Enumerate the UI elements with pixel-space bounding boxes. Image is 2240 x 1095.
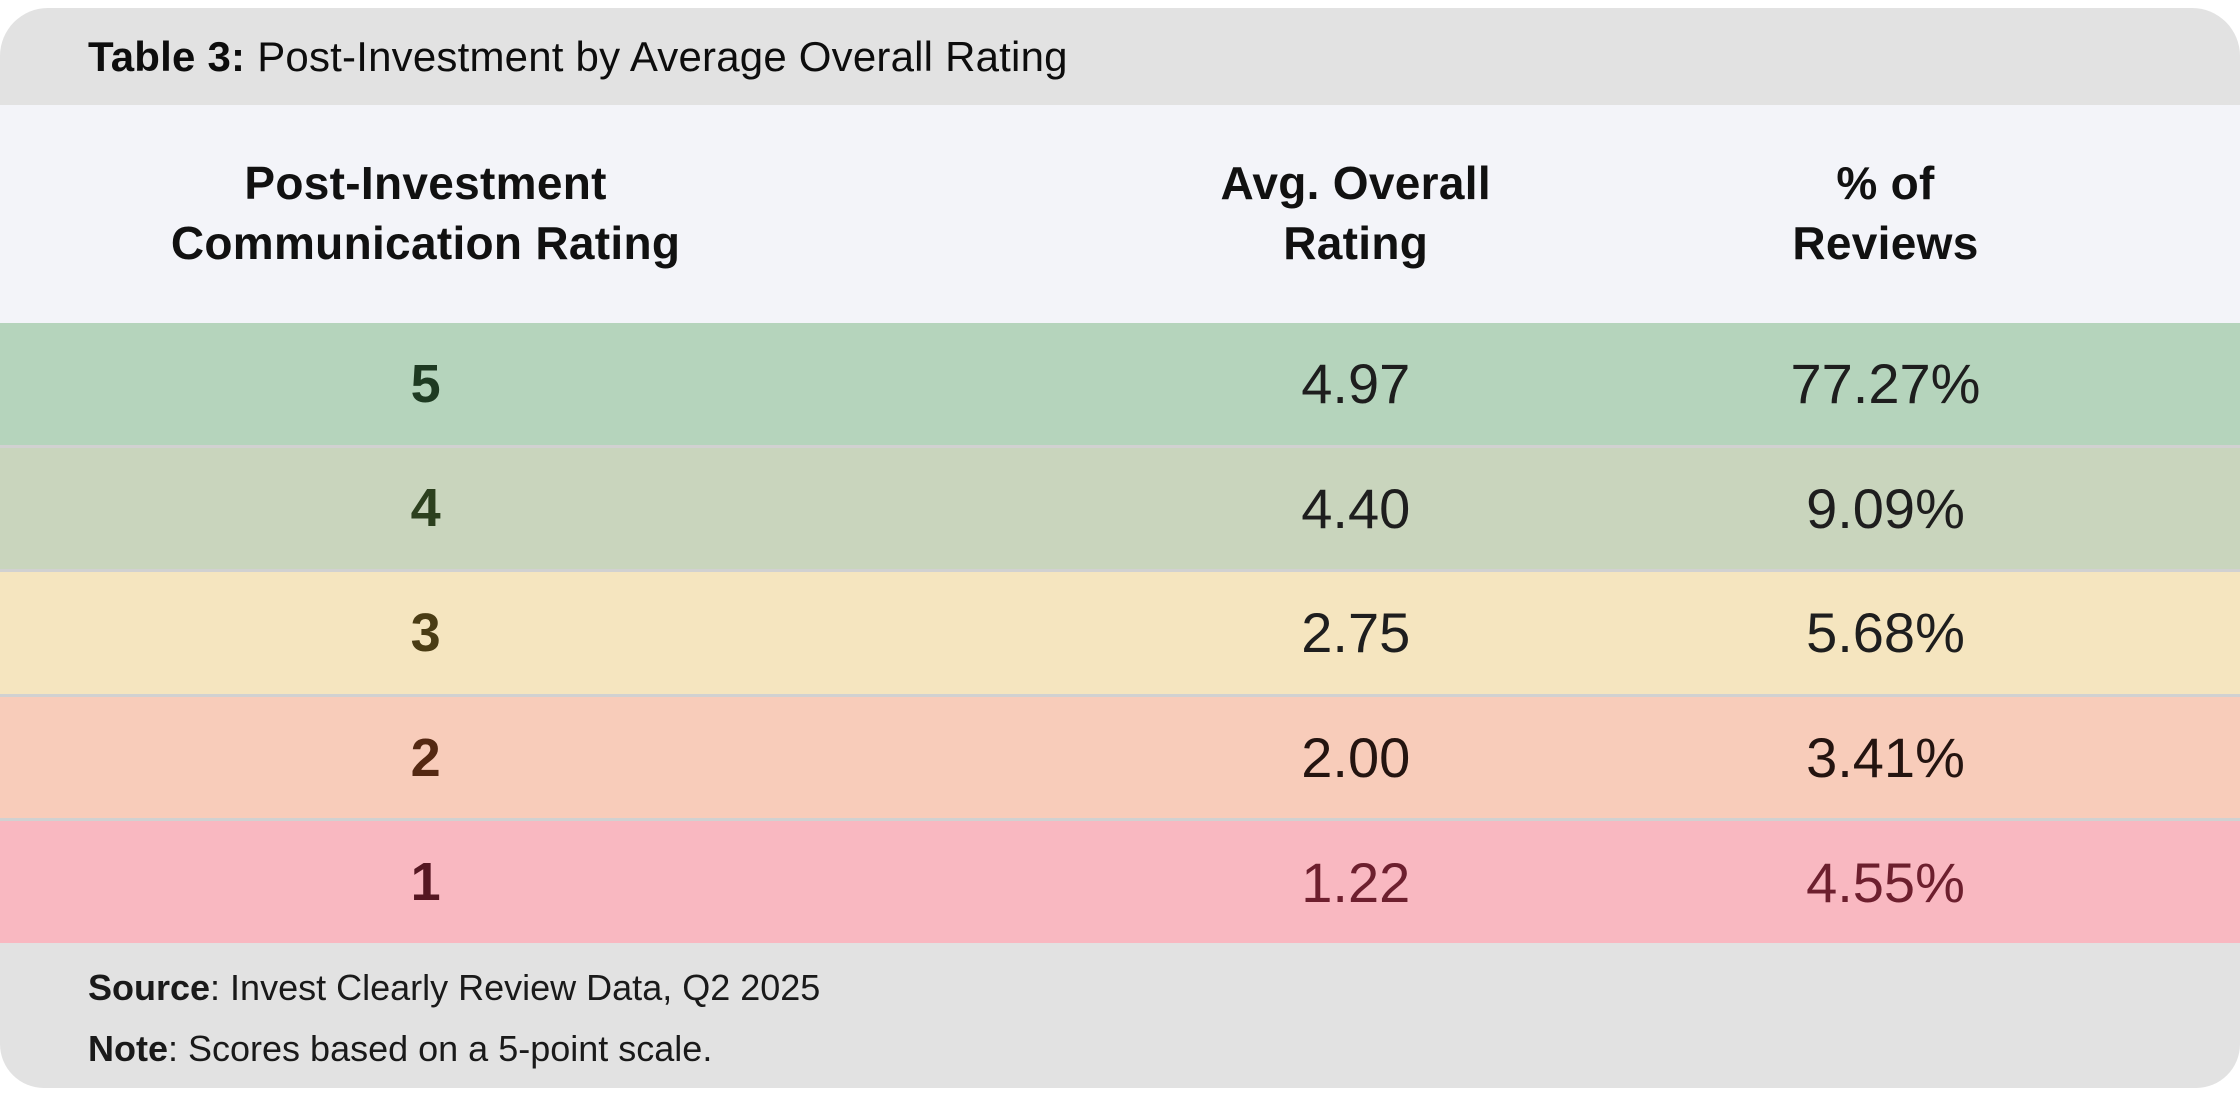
rating-cell: 1 [410, 852, 441, 913]
table-title-bar: Table 3: Post-Investment by Average Over… [0, 8, 2240, 105]
header-line: Reviews [1792, 217, 1979, 269]
table-row-rating-2: 2 2.00 3.41% [0, 693, 2240, 819]
note-label: Note [88, 1027, 168, 1069]
pct-of-reviews-cell: 9.09% [1806, 476, 1965, 540]
rating-cell: 2 [410, 727, 441, 788]
table-row-rating-1: 1 1.22 4.55% [0, 818, 2240, 943]
avg-overall-rating-cell: 2.75 [1301, 601, 1411, 665]
table-body: 5 4.97 77.27% 4 4.40 9.09% 3 2.75 5.68% … [0, 323, 2240, 943]
pct-of-reviews-cell: 5.68% [1806, 601, 1965, 665]
table-header-row: Post-Investment Communication Rating Avg… [0, 105, 2240, 323]
note-line: Note: Scores based on a 5-point scale. [88, 1026, 2240, 1073]
avg-overall-rating-cell: 2.00 [1301, 726, 1411, 790]
table-title-text: Post-Investment by Average Overall Ratin… [257, 32, 1068, 80]
table-row-rating-5: 5 4.97 77.27% [0, 323, 2240, 445]
note-text: : Scores based on a 5-point scale. [168, 1027, 713, 1069]
column-header-communication-rating: Post-Investment Communication Rating [0, 154, 851, 274]
table-number-label: Table 3: [88, 32, 246, 80]
rating-cell: 4 [410, 478, 441, 539]
avg-overall-rating-cell: 4.40 [1301, 476, 1411, 540]
source-line: Source: Invest Clearly Review Data, Q2 2… [88, 965, 2240, 1012]
table-row-rating-3: 3 2.75 5.68% [0, 569, 2240, 694]
header-line: % of [1836, 157, 1935, 210]
rating-cell: 3 [410, 602, 441, 663]
header-line: Rating [1283, 217, 1429, 269]
header-line: Avg. Overall [1220, 157, 1491, 210]
pct-of-reviews-cell: 4.55% [1806, 850, 1965, 914]
avg-overall-rating-cell: 4.97 [1301, 352, 1411, 416]
pct-of-reviews-cell: 77.27% [1790, 352, 1981, 416]
source-label: Source [88, 967, 211, 1008]
column-header-avg-overall-rating: Avg. Overall Rating [1091, 154, 1621, 274]
table-footer: Source: Invest Clearly Review Data, Q2 2… [0, 943, 2240, 1088]
pct-of-reviews-cell: 3.41% [1806, 726, 1965, 790]
header-line: Communication Rating [170, 217, 681, 269]
column-header-pct-of-reviews: % of Reviews [1621, 154, 2151, 274]
table-row-rating-4: 4 4.40 9.09% [0, 444, 2240, 570]
header-line: Post-Investment [244, 157, 607, 210]
source-text: : Invest Clearly Review Data, Q2 2025 [210, 967, 821, 1008]
avg-overall-rating-cell: 1.22 [1301, 850, 1411, 914]
rating-cell: 5 [410, 353, 441, 414]
table-card: Table 3: Post-Investment by Average Over… [0, 8, 2240, 1088]
